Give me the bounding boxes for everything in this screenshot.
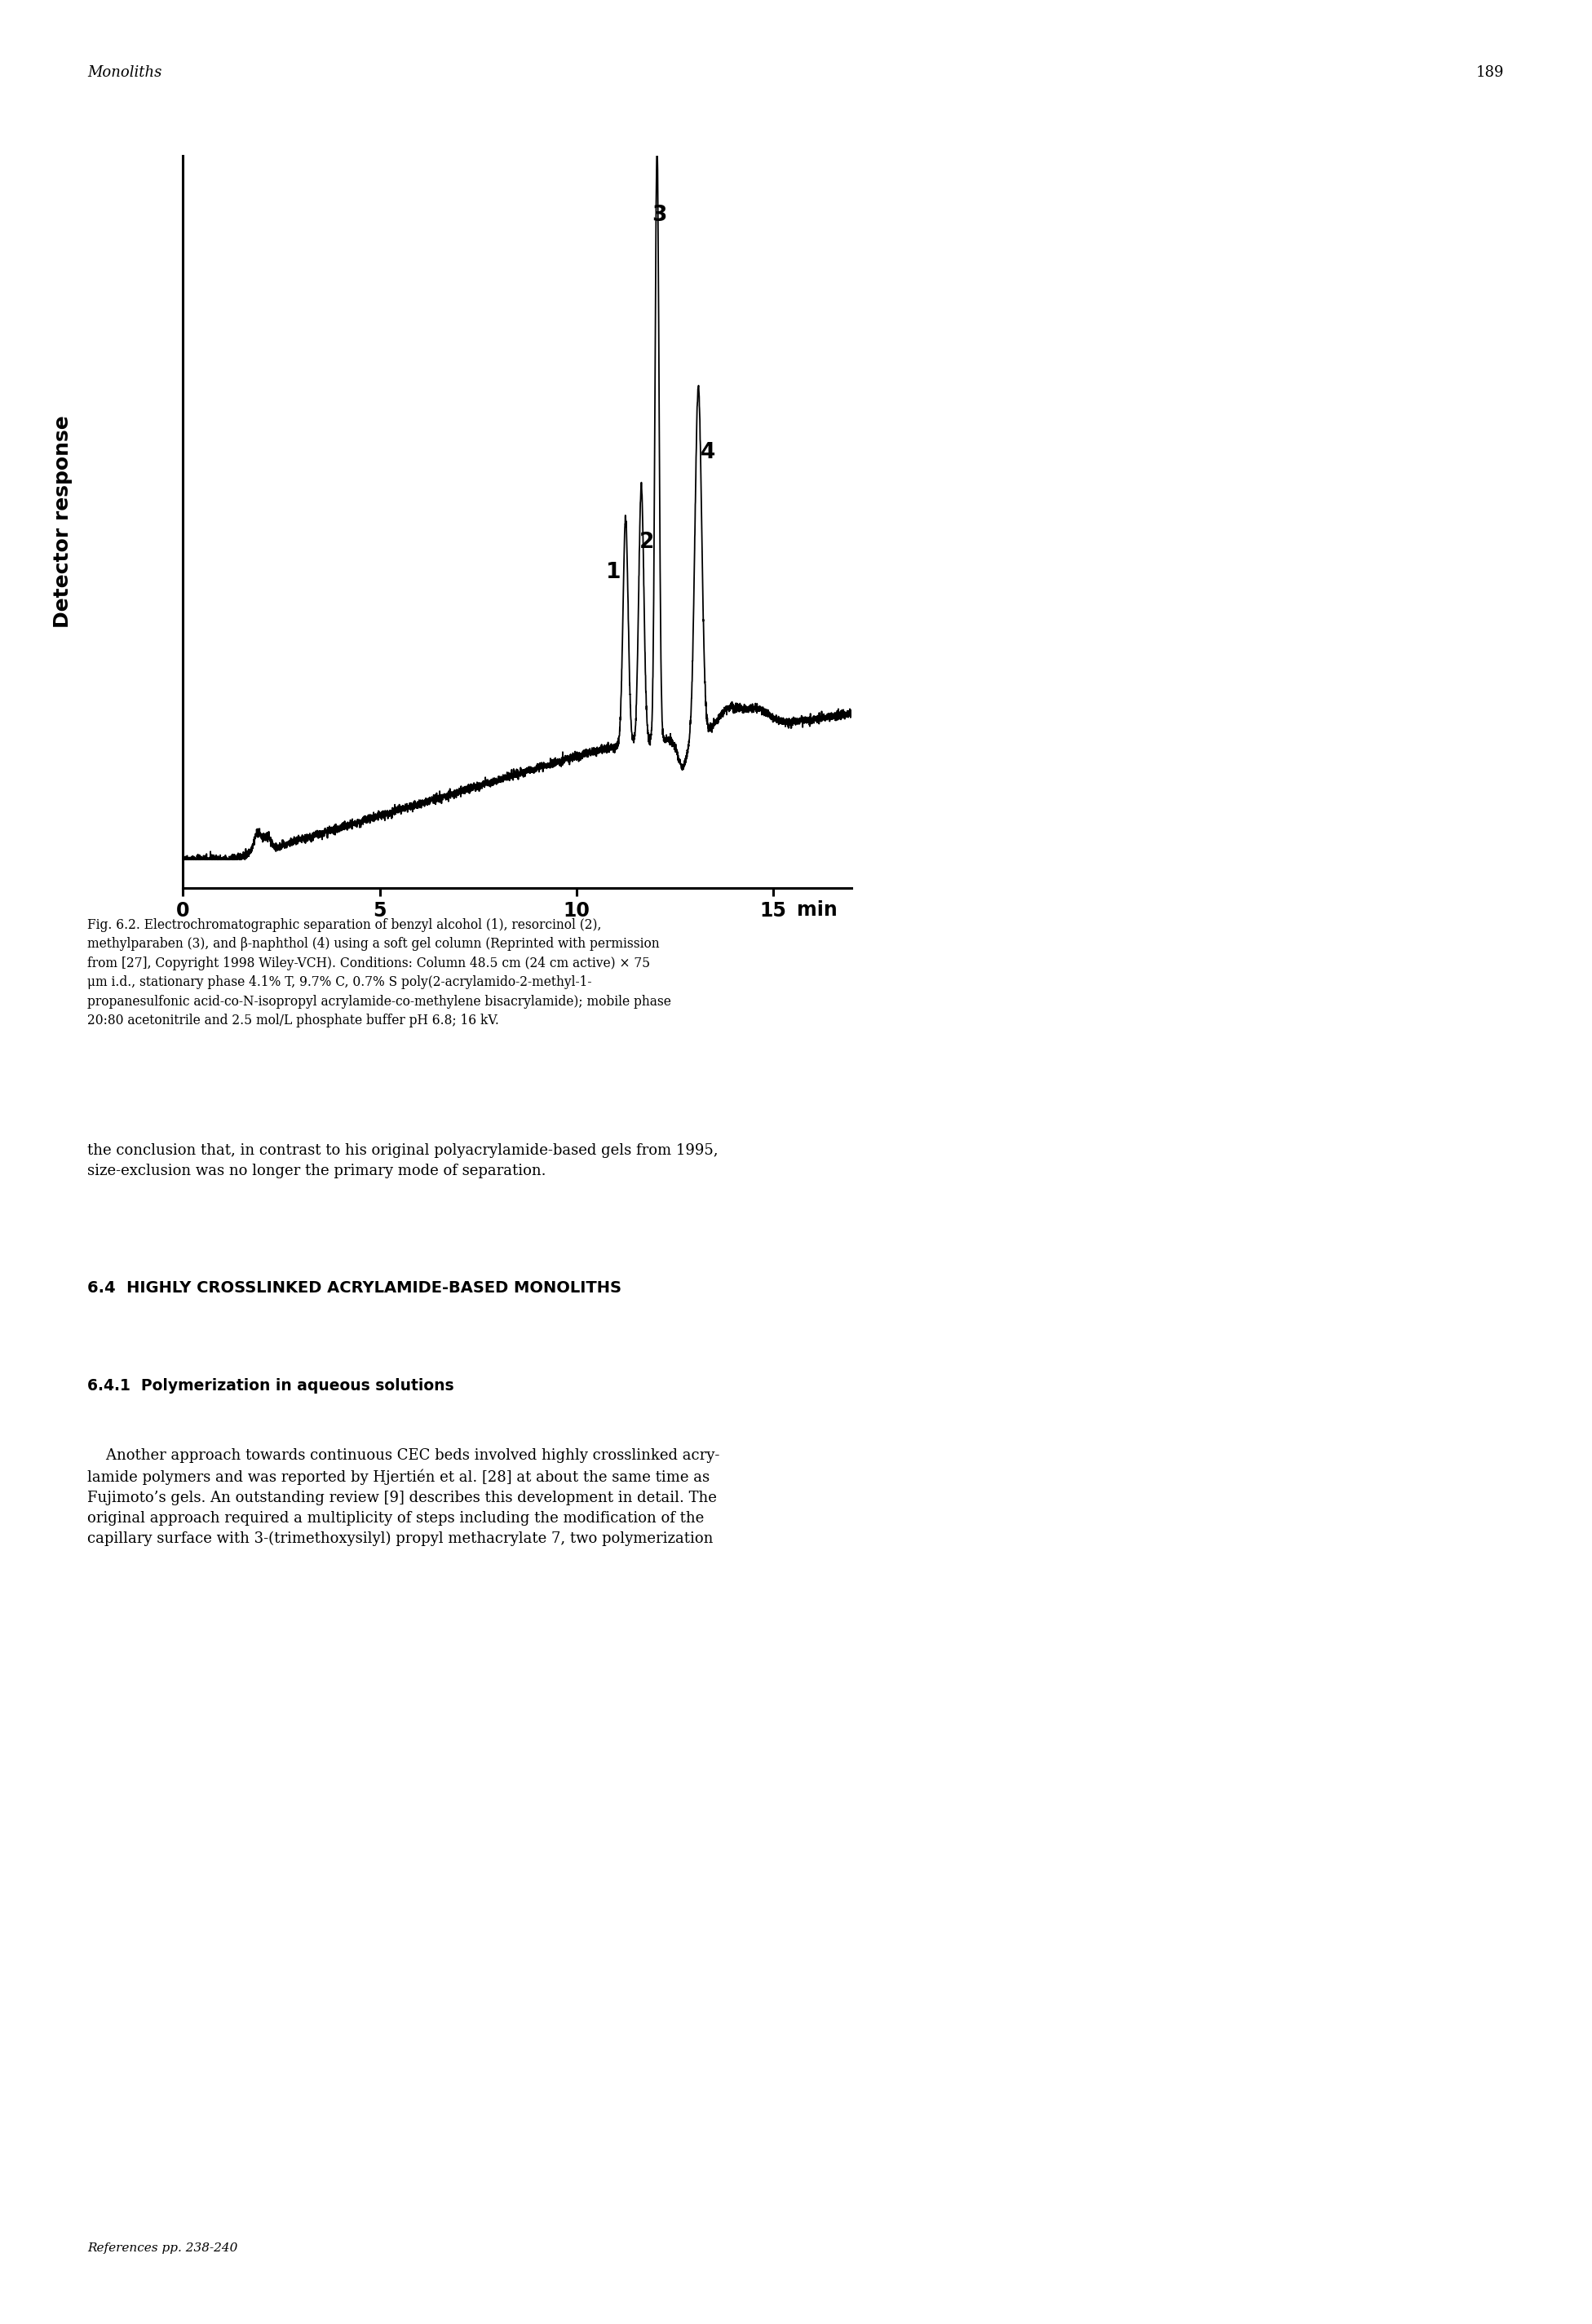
Text: References pp. 238-240: References pp. 238-240 [88,2243,237,2254]
Text: Fig. 6.2. Electrochromatographic separation of benzyl alcohol (1), resorcinol (2: Fig. 6.2. Electrochromatographic separat… [88,918,672,1027]
Text: 2: 2 [640,532,654,553]
Text: Another approach towards continuous CEC beds involved highly crosslinked acry-
l: Another approach towards continuous CEC … [88,1448,720,1545]
Text: the conclusion that, in contrast to his original polyacrylamide-based gels from : the conclusion that, in contrast to his … [88,1143,718,1178]
Text: 6.4.1  Polymerization in aqueous solutions: 6.4.1 Polymerization in aqueous solution… [88,1378,454,1394]
Text: 4: 4 [700,442,715,462]
Text: 189: 189 [1476,65,1504,79]
Text: 1: 1 [607,562,621,583]
Text: Monoliths: Monoliths [88,65,162,79]
Text: Detector response: Detector response [53,416,73,627]
Text: min: min [796,899,837,920]
Text: 6.4  HIGHLY CROSSLINKED ACRYLAMIDE-BASED MONOLITHS: 6.4 HIGHLY CROSSLINKED ACRYLAMIDE-BASED … [88,1281,622,1297]
Text: 3: 3 [651,205,667,225]
